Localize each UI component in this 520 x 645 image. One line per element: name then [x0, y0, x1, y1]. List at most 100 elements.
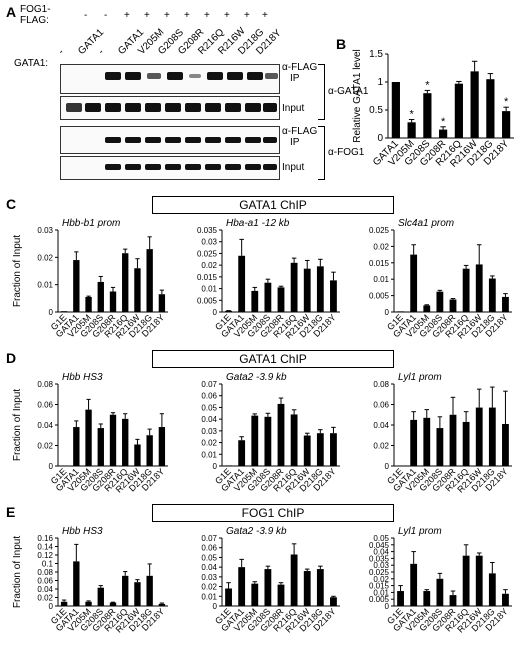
bar [109, 602, 117, 606]
bar [423, 417, 431, 466]
bar [134, 268, 141, 312]
bar [475, 264, 483, 312]
fog1-chip-banner: FOG1 ChIP [152, 504, 394, 522]
y-tick-label: 0.07 [201, 534, 217, 543]
band [245, 164, 261, 170]
band [125, 164, 141, 170]
y-tick-label: 0.02 [373, 442, 389, 451]
y-tick-label: 0.025 [369, 226, 390, 235]
band [185, 164, 201, 170]
y-tick-label: 0.04 [37, 421, 53, 430]
blot-fog1-ip [60, 126, 280, 154]
fog1-sign: + [244, 10, 250, 21]
bar [462, 268, 470, 312]
y-tick-label: 0.06 [373, 401, 389, 410]
y-tick-label: 0.015 [197, 273, 218, 282]
y-tick-label: 0.02 [373, 242, 389, 251]
bar [73, 260, 80, 312]
band [105, 164, 121, 170]
y-tick-label: 0.04 [373, 548, 389, 557]
bar [60, 311, 68, 312]
chart-hbb-hs3: Hbb HS3 Fraction of Input 0 0.02 0.04 0.06 0.0… [12, 372, 168, 495]
y-tick-label: 0 [213, 308, 218, 317]
bar [97, 281, 104, 312]
bar [462, 421, 470, 466]
y-tick-label: 0.03 [37, 226, 53, 235]
chart-title: Hbb-b1 prom [62, 218, 120, 229]
chart-gata2: Gata2 -3.9 kb 0 0.01 0.02 0.03 0.04 0.05 0.06 0.… [201, 372, 340, 495]
y-tick-label: 0 [49, 602, 54, 611]
target-label-gata1: α-GATA1 [328, 86, 369, 97]
fog1-sign: + [224, 10, 230, 21]
fog1-sign: + [204, 10, 210, 21]
y-tick-label: 0.01 [201, 592, 217, 601]
y-axis-label: Fraction of Input [12, 235, 23, 307]
y-tick-label: 0.02 [201, 583, 217, 592]
y-tick-label: 0 [213, 602, 218, 611]
bar [439, 129, 448, 138]
bar [264, 416, 272, 466]
y-tick-label: 0.005 [197, 296, 218, 305]
band [147, 73, 161, 79]
chart-title: Lyl1 prom [398, 372, 442, 383]
fog1-flag-label: FOG1-FLAG: [20, 4, 51, 26]
bar [470, 71, 479, 138]
bar [397, 311, 404, 312]
bar [303, 268, 311, 312]
y-tick-label: 0.14 [37, 543, 53, 552]
band [189, 74, 201, 78]
y-tick-label: 0.01 [37, 281, 53, 290]
target-label-fog1: α-FOG1 [328, 147, 365, 158]
band [185, 103, 201, 112]
bar [454, 83, 463, 138]
y-tick-label: 0.04 [201, 563, 217, 572]
band [263, 137, 277, 143]
significance-star: * [409, 109, 414, 121]
bar [290, 262, 298, 312]
band [145, 103, 161, 112]
fog1-sign: + [262, 10, 268, 21]
chart-slc4a1-prom: Slc4a1 prom00.0050.010.0150.020.025G1EGA… [369, 218, 512, 341]
bar [502, 111, 511, 138]
chart-hbb-b1-prom: Hbb-b1 prom Fraction of Input 0 0.01 0.02 0.0… [12, 218, 168, 341]
y-tick-label: 0.015 [369, 582, 390, 591]
bar [397, 465, 404, 466]
bar [488, 278, 496, 312]
bar [97, 587, 104, 606]
band [165, 137, 181, 143]
blot-gata1-ip [60, 64, 280, 94]
bar [330, 280, 337, 312]
chart-title: Gata2 -3.9 kb [226, 372, 287, 383]
y-tick-label: 0.035 [197, 226, 218, 235]
bar [251, 415, 259, 466]
chart-fog1-gata2: Gata2 -3.9 kb 00.010.020.030.040.050.060.… [201, 526, 340, 635]
bar [146, 575, 153, 606]
bar [449, 595, 457, 606]
chart-title: Lyl1 prom [398, 526, 442, 537]
significance-star: * [425, 79, 430, 91]
bar [85, 409, 92, 466]
bar [109, 414, 117, 466]
bar [60, 601, 68, 606]
chart-lyl1-prom: Lyl1 prom00.020.040.060.08G1EGATA1V205MG… [373, 372, 512, 495]
y-tick-label: 0.08 [373, 380, 389, 389]
band [247, 72, 263, 80]
blot-fog1-input [60, 156, 280, 180]
input-label: Input [282, 162, 305, 173]
blot-gata1-input [60, 96, 280, 120]
input-label: Input [282, 103, 305, 114]
y-tick-label: 0.06 [37, 577, 53, 586]
y-tick-label: 0.12 [37, 551, 53, 560]
band [125, 72, 141, 80]
bar [303, 435, 311, 466]
y-tick-label: 0.015 [369, 259, 390, 268]
y-tick-label: 0.04 [373, 421, 389, 430]
band [263, 164, 277, 170]
bar [158, 603, 166, 606]
y-tick-label: 0.03 [201, 573, 217, 582]
bar [316, 433, 324, 466]
y-tick-label: 0.01 [201, 285, 217, 294]
y-tick-label: 0.06 [201, 392, 217, 401]
y-tick-label: 0.02 [201, 261, 217, 270]
bar [290, 414, 298, 466]
